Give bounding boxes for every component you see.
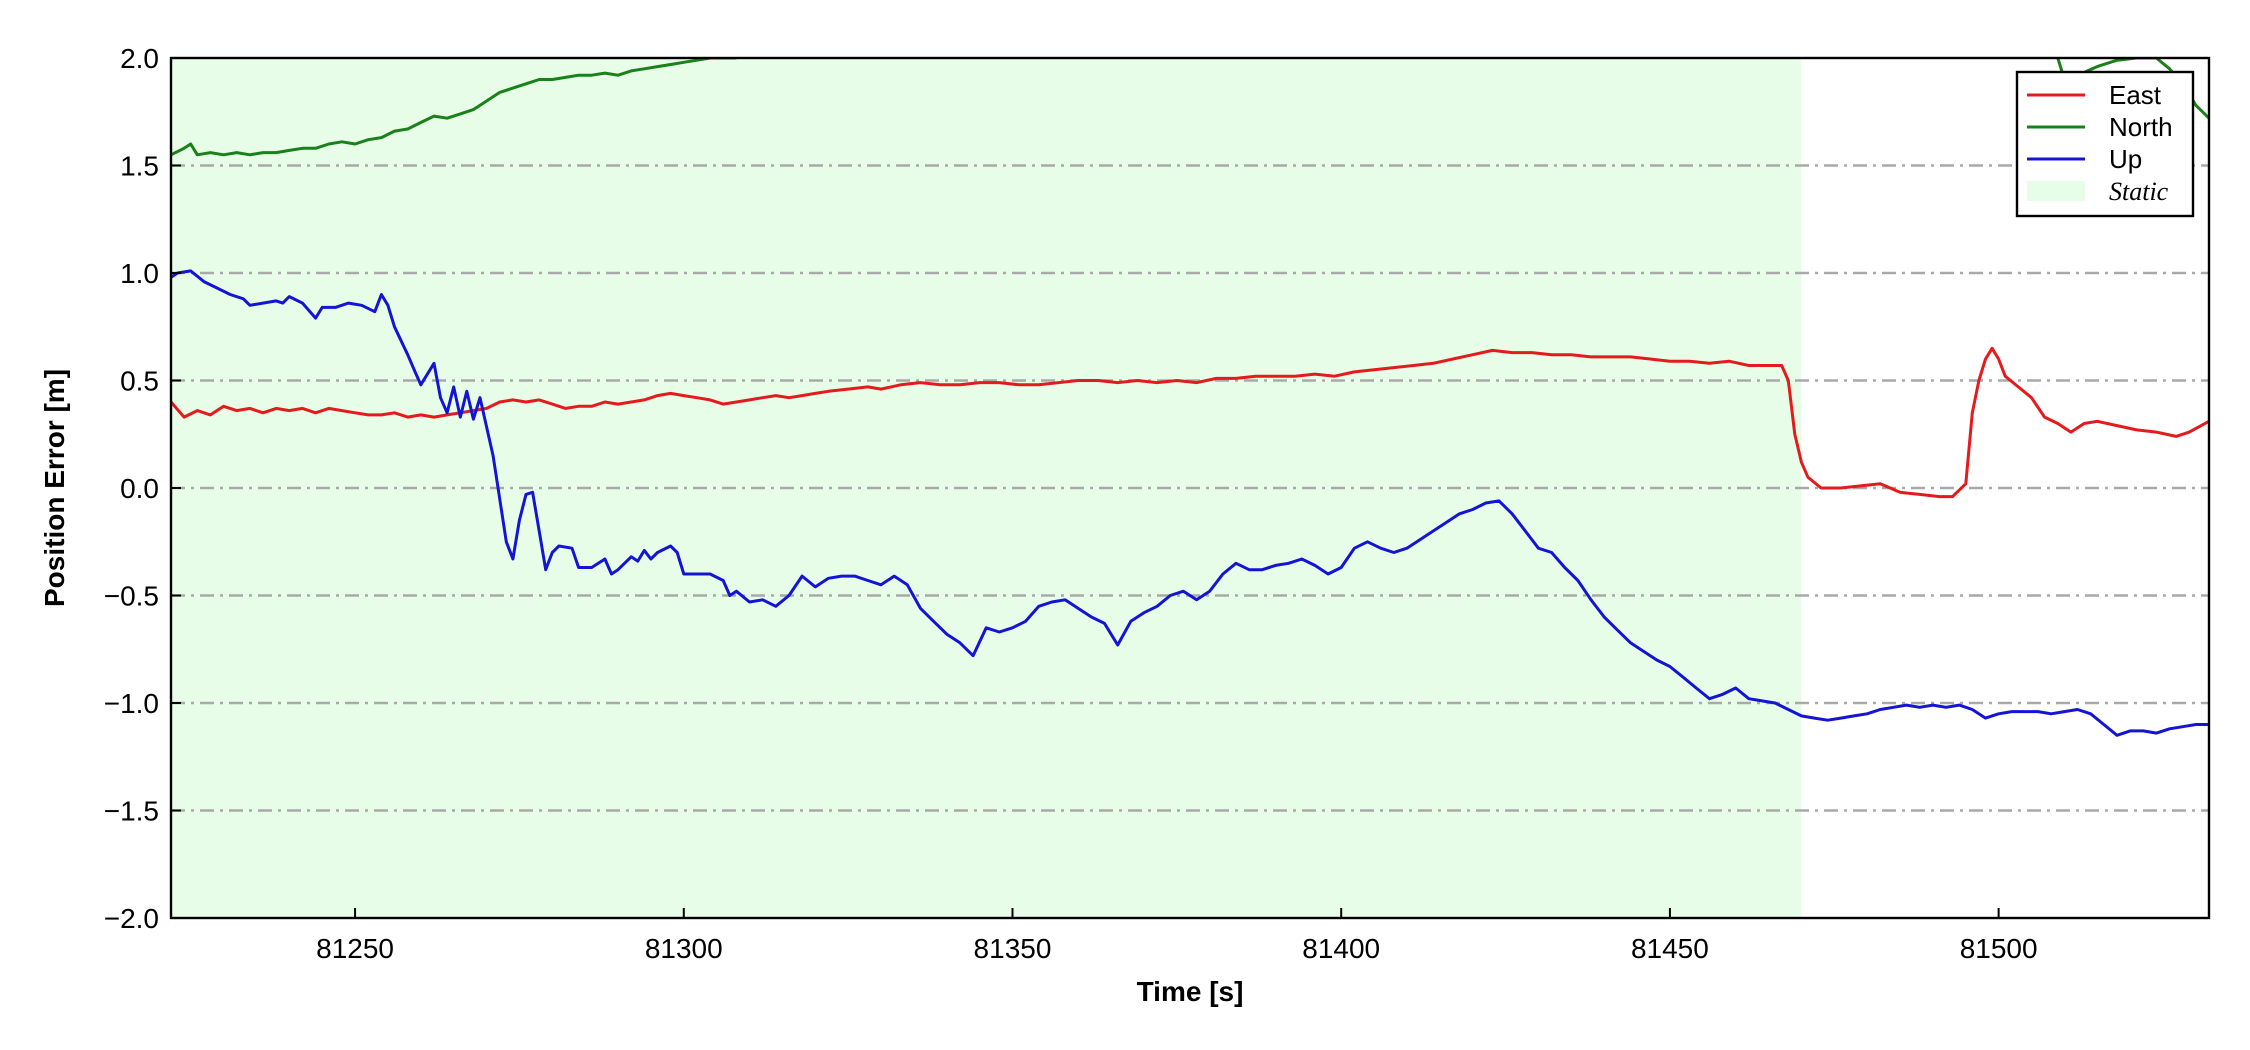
y-tick-label: 0.5 xyxy=(120,366,159,397)
y-tick-label: 2.0 xyxy=(120,43,159,74)
legend-swatch-static xyxy=(2027,181,2085,201)
series-line-north xyxy=(171,58,737,157)
legend-label-up: Up xyxy=(2109,144,2142,174)
y-axis-title: Position Error [m] xyxy=(39,369,70,607)
x-tick-label: 81300 xyxy=(645,933,723,964)
y-tick-label: −1.5 xyxy=(104,796,159,827)
y-tick-label: −1.0 xyxy=(104,688,159,719)
y-tick-label: −0.5 xyxy=(104,581,159,612)
x-axis-title: Time [s] xyxy=(1137,976,1244,1007)
x-tick-label: 81400 xyxy=(1302,933,1380,964)
x-tick-label: 81250 xyxy=(316,933,394,964)
legend-label-static: Static xyxy=(2109,177,2169,206)
y-tick-label: 1.5 xyxy=(120,151,159,182)
y-tick-label: 0.0 xyxy=(120,473,159,504)
series-line-up xyxy=(171,269,2209,737)
ticks: 81250 81300 81350 81400 81450 81500 −2.0 −1.5 −1… xyxy=(104,43,2038,964)
x-tick-label: 81450 xyxy=(1631,933,1709,964)
y-tick-label: 1.0 xyxy=(120,258,159,289)
y-tick-label: −2.0 xyxy=(104,903,159,934)
x-tick-label: 81500 xyxy=(1960,933,2038,964)
legend-label-east: East xyxy=(2109,80,2162,110)
legend-label-north: North xyxy=(2109,112,2173,142)
x-tick-label: 81350 xyxy=(974,933,1052,964)
